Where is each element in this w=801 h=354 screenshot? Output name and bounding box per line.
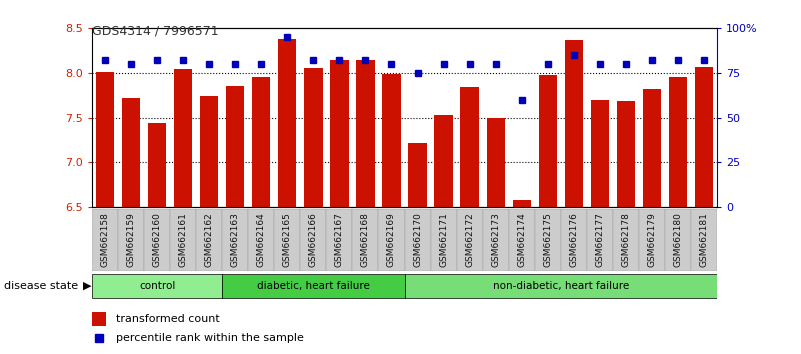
Bar xyxy=(352,209,378,271)
Text: GSM662176: GSM662176 xyxy=(570,212,578,267)
Text: GSM662170: GSM662170 xyxy=(413,212,422,267)
Bar xyxy=(304,68,323,207)
Text: diabetic, heart failure: diabetic, heart failure xyxy=(257,281,370,291)
Bar xyxy=(223,209,248,271)
Bar xyxy=(509,209,535,271)
Text: GSM662166: GSM662166 xyxy=(309,212,318,267)
Bar xyxy=(461,87,479,207)
Text: GDS4314 / 7996571: GDS4314 / 7996571 xyxy=(92,25,219,38)
Bar xyxy=(278,39,296,207)
Text: ▶: ▶ xyxy=(83,281,91,291)
Bar xyxy=(431,209,457,271)
Text: GSM662160: GSM662160 xyxy=(153,212,162,267)
Bar xyxy=(174,69,192,207)
Text: GSM662158: GSM662158 xyxy=(101,212,110,267)
Bar xyxy=(148,123,167,207)
Text: GSM662180: GSM662180 xyxy=(674,212,682,267)
Bar xyxy=(200,96,219,207)
Text: GSM662169: GSM662169 xyxy=(387,212,396,267)
Text: percentile rank within the sample: percentile rank within the sample xyxy=(116,333,304,343)
Bar xyxy=(92,209,119,271)
Bar xyxy=(252,78,271,207)
Bar xyxy=(405,209,431,271)
Bar xyxy=(669,78,687,207)
Bar xyxy=(171,209,196,271)
Text: disease state: disease state xyxy=(4,281,78,291)
Bar xyxy=(274,209,300,271)
Text: GSM662171: GSM662171 xyxy=(439,212,448,267)
Bar xyxy=(613,209,639,271)
Bar xyxy=(226,86,244,207)
Text: control: control xyxy=(139,281,175,291)
Bar xyxy=(590,100,609,207)
Bar xyxy=(482,209,509,271)
Text: GSM662159: GSM662159 xyxy=(127,212,135,267)
Bar xyxy=(300,209,327,271)
Bar xyxy=(513,200,531,207)
Text: GSM662165: GSM662165 xyxy=(283,212,292,267)
Bar xyxy=(538,75,557,207)
Text: GSM662163: GSM662163 xyxy=(231,212,239,267)
Text: GSM662161: GSM662161 xyxy=(179,212,187,267)
Bar xyxy=(405,274,717,298)
Bar xyxy=(356,59,375,207)
Bar xyxy=(409,143,427,207)
Text: non-diabetic, heart failure: non-diabetic, heart failure xyxy=(493,281,629,291)
Bar xyxy=(379,209,405,271)
Bar xyxy=(382,74,400,207)
Bar xyxy=(639,209,665,271)
Bar xyxy=(535,209,561,271)
Bar xyxy=(586,209,613,271)
Text: transformed count: transformed count xyxy=(116,314,219,324)
Bar xyxy=(248,209,274,271)
Text: GSM662173: GSM662173 xyxy=(491,212,500,267)
Bar xyxy=(690,209,717,271)
Text: GSM662167: GSM662167 xyxy=(335,212,344,267)
Bar xyxy=(665,209,690,271)
Bar xyxy=(565,40,583,207)
Bar xyxy=(122,98,140,207)
Bar xyxy=(96,72,115,207)
Bar xyxy=(119,209,144,271)
Bar xyxy=(694,67,713,207)
Text: GSM662174: GSM662174 xyxy=(517,212,526,267)
Bar xyxy=(434,115,453,207)
Bar xyxy=(486,118,505,207)
Text: GSM662162: GSM662162 xyxy=(205,212,214,267)
Bar xyxy=(330,59,348,207)
Text: GSM662168: GSM662168 xyxy=(361,212,370,267)
Bar xyxy=(92,312,106,326)
Text: GSM662178: GSM662178 xyxy=(622,212,630,267)
Text: GSM662179: GSM662179 xyxy=(647,212,656,267)
Text: GSM662177: GSM662177 xyxy=(595,212,604,267)
Text: GSM662175: GSM662175 xyxy=(543,212,552,267)
Bar xyxy=(457,209,482,271)
Text: GSM662172: GSM662172 xyxy=(465,212,474,267)
Bar xyxy=(561,209,586,271)
Text: GSM662164: GSM662164 xyxy=(257,212,266,267)
Bar xyxy=(223,274,405,298)
Bar xyxy=(144,209,171,271)
Text: GSM662181: GSM662181 xyxy=(699,212,708,267)
Bar xyxy=(196,209,223,271)
Bar xyxy=(617,101,635,207)
Bar xyxy=(327,209,352,271)
Bar xyxy=(642,89,661,207)
Bar xyxy=(92,274,223,298)
